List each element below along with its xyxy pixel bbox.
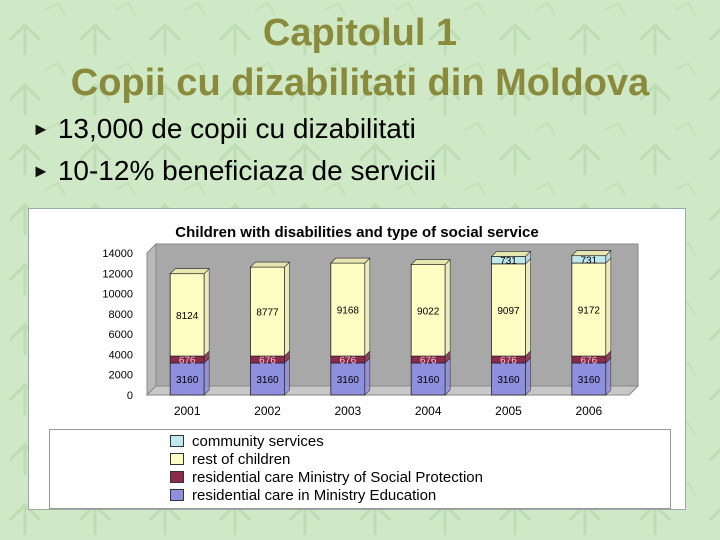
bar-segment	[250, 362, 285, 396]
bullet-list: ► 13,000 de copii cu dizabilitati ► 10-1…	[32, 108, 436, 192]
x-tick-label: 2005	[495, 404, 522, 418]
bar-top-cap	[169, 268, 210, 274]
data-label: 3160	[497, 375, 520, 386]
bar-top-cap	[490, 251, 532, 257]
x-tick-label: 2002	[254, 404, 281, 418]
bar-segment-side	[605, 357, 612, 396]
bullet-text: 10-12% beneficiaza de servicii	[57, 155, 437, 186]
bullet-text: 13,000 de copii cu dizabilitati	[57, 113, 416, 144]
x-tick-label: 2006	[575, 404, 602, 418]
bar-segment-side	[525, 258, 531, 357]
chart-back-wall	[155, 243, 639, 387]
x-tick-label: 2003	[334, 404, 361, 418]
data-label: 9022	[417, 306, 440, 317]
legend-swatch	[170, 453, 184, 465]
data-label: 676	[420, 356, 437, 367]
data-label: 676	[259, 356, 276, 367]
data-label: 676	[339, 356, 356, 367]
title-line-2: Copii cu dizabilitati din Moldova	[70, 62, 650, 104]
triangle-bullet-icon: ►	[32, 161, 50, 181]
chart-side-wall	[146, 242, 157, 397]
data-label: 3160	[578, 375, 601, 386]
y-tick-label: 2000	[109, 370, 133, 382]
chart-panel: Children with disabilities and type of s…	[28, 208, 686, 510]
legend-label: community services	[192, 432, 324, 450]
y-tick-label: 8000	[109, 309, 133, 321]
y-tick-label: 6000	[109, 329, 133, 341]
bar-segment-side	[444, 357, 451, 396]
data-label: 731	[580, 255, 597, 266]
chart-floor	[145, 385, 640, 396]
legend-swatch	[170, 471, 184, 483]
legend-item: community services	[170, 432, 324, 450]
slide-title: Capitolul 1 Copii cu dizabilitati din Mo…	[0, 8, 720, 108]
bar-segment-side	[284, 261, 290, 357]
data-label: 9168	[337, 306, 360, 317]
bar-segment	[330, 362, 366, 396]
data-label: 676	[580, 356, 597, 367]
bar-top-cap	[249, 261, 291, 268]
bullet-item: ► 10-12% beneficiaza de servicii	[32, 150, 436, 192]
stacked-bar-chart: Children with disabilities and type of s…	[102, 224, 640, 418]
y-tick-label: 12000	[102, 268, 133, 280]
bar-segment	[491, 362, 526, 396]
data-label: 731	[500, 256, 517, 267]
bar-segment-side	[203, 267, 210, 357]
legend-item: residential care in Ministry Education	[170, 486, 436, 504]
x-tick-label: 2004	[415, 404, 442, 418]
data-label: 3160	[417, 375, 440, 386]
y-tick-label: 4000	[109, 349, 133, 361]
legend-swatch	[170, 435, 184, 447]
data-label: 8777	[256, 308, 279, 319]
data-label: 676	[500, 356, 517, 367]
data-label: 3160	[337, 375, 360, 386]
y-tick-label: 0	[127, 390, 133, 402]
data-label: 3160	[176, 375, 199, 386]
legend-item: rest of children	[170, 450, 290, 468]
bar-segment	[491, 263, 526, 357]
data-label: 9097	[497, 306, 520, 317]
bar-segment-side	[444, 258, 451, 357]
bar-segment	[410, 362, 446, 396]
bar-top-cap	[571, 250, 612, 256]
legend-item: residential care Ministry of Social Prot…	[170, 468, 483, 486]
legend-label: residential care Ministry of Social Prot…	[192, 468, 483, 486]
bar-segment-side	[364, 257, 371, 357]
data-label: 8124	[176, 311, 199, 322]
bar-segment-side	[203, 357, 210, 396]
bar-segment	[571, 362, 607, 396]
data-label: 9172	[578, 306, 601, 317]
legend-label: residential care in Ministry Education	[192, 486, 437, 504]
bar-segment-side	[525, 357, 531, 396]
bar-segment	[410, 264, 446, 357]
chart-legend: community services rest of children reside…	[49, 429, 671, 509]
bar-segment-side	[605, 257, 612, 357]
chart-title: Children with disabilities and type of s…	[175, 224, 538, 241]
bar-segment	[571, 262, 607, 357]
title-line-1: Capitolul 1	[262, 12, 458, 54]
bar-segment-side	[284, 357, 290, 396]
data-label: 676	[179, 356, 196, 367]
data-label: 3160	[256, 375, 279, 386]
x-tick-label: 2001	[174, 404, 201, 418]
bar-top-cap	[410, 259, 451, 265]
bar-top-cap	[330, 257, 371, 264]
legend-label: rest of children	[192, 450, 291, 468]
bullet-item: ► 13,000 de copii cu dizabilitati	[32, 108, 436, 150]
bar-segment	[169, 273, 205, 357]
triangle-bullet-icon: ►	[32, 119, 50, 139]
y-tick-label: 10000	[102, 289, 133, 301]
y-tick-label: 14000	[102, 248, 133, 260]
bar-segment-side	[364, 357, 371, 396]
legend-swatch	[170, 489, 184, 501]
